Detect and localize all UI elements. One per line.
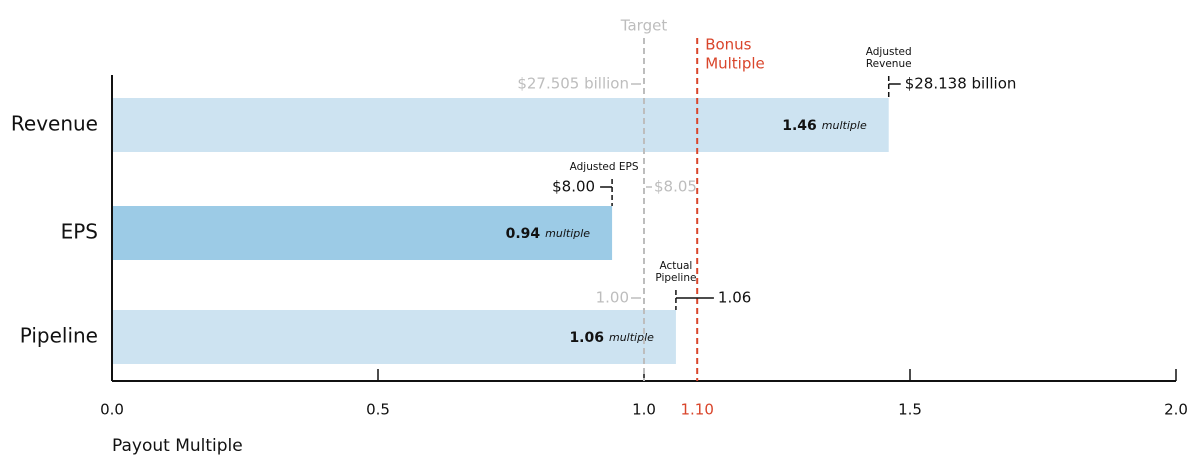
target-value: $27.505 billion — [517, 75, 629, 93]
value-number: 1.46 — [782, 118, 817, 134]
actual-value: 1.06 — [718, 289, 751, 307]
x-tick-label: 0.0 — [100, 401, 124, 419]
bar-value-label: 0.94 multiple — [506, 226, 591, 242]
bar — [112, 310, 676, 364]
bar-value-label: 1.46 multiple — [782, 118, 867, 134]
value-unit: multiple — [609, 331, 654, 344]
bar — [112, 206, 613, 260]
actual-title: Adjusted — [866, 46, 912, 58]
actual-title: Actual — [659, 260, 692, 272]
actual-title: Revenue — [866, 58, 912, 70]
x-tick-label: 2.0 — [1164, 401, 1188, 419]
value-unit: multiple — [822, 119, 867, 132]
value-number: 1.06 — [569, 330, 604, 346]
x-tick-label: 1.0 — [632, 401, 656, 419]
reference-label: Multiple — [705, 55, 765, 73]
target-value: $8.05 — [654, 178, 697, 196]
bar — [112, 98, 889, 152]
category-label: Revenue — [11, 112, 98, 136]
value-number: 0.94 — [506, 226, 541, 242]
reference-label: Bonus — [705, 36, 751, 54]
category-label: EPS — [61, 220, 98, 244]
x-axis-label: Payout Multiple — [112, 436, 243, 456]
reference-label: Target — [620, 17, 668, 35]
actual-value: $8.00 — [552, 178, 595, 196]
bar-value-label: 1.06 multiple — [569, 330, 654, 346]
actual-value: $28.138 billion — [905, 75, 1017, 93]
value-unit: multiple — [545, 227, 590, 240]
actual-title: Adjusted EPS — [570, 161, 639, 173]
reference-value-label: 1.10 — [680, 401, 713, 419]
target-value: 1.00 — [596, 289, 629, 307]
actual-title: Pipeline — [655, 272, 696, 284]
x-tick-label: 0.5 — [366, 401, 390, 419]
category-label: Pipeline — [20, 324, 98, 348]
x-tick-label: 1.5 — [898, 401, 922, 419]
